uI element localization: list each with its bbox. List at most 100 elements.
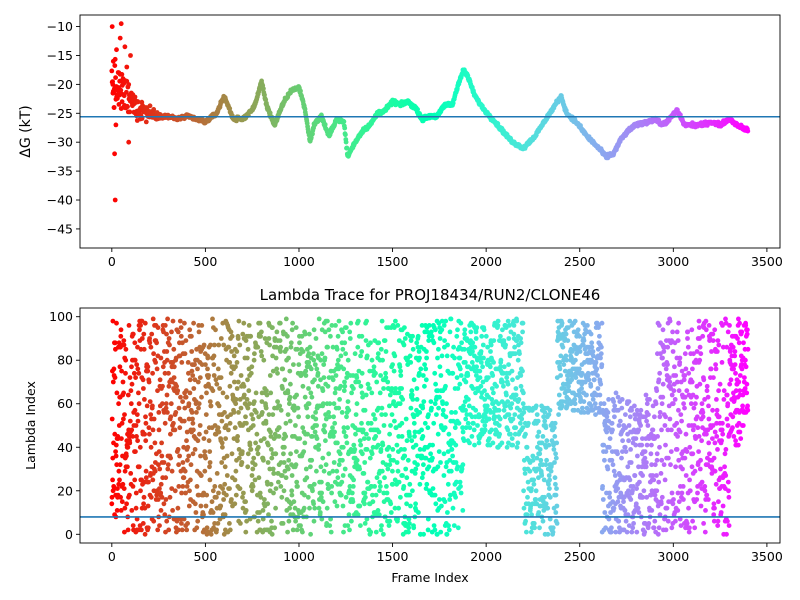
lambda-data-point bbox=[234, 360, 240, 365]
lambda-data-point bbox=[344, 414, 349, 420]
lambda-data-point bbox=[179, 527, 185, 533]
lambda-data-point bbox=[704, 492, 710, 498]
lambda-data-point bbox=[628, 447, 633, 452]
lambda-data-point bbox=[119, 499, 125, 505]
lambda-data-point bbox=[512, 431, 518, 437]
lambda-data-point bbox=[250, 416, 256, 422]
lambda-data-point bbox=[398, 447, 404, 452]
lambda-data-point bbox=[122, 412, 127, 417]
lambda-data-point bbox=[269, 531, 275, 537]
y-tick-label: −30 bbox=[47, 135, 73, 150]
lambda-data-point bbox=[551, 447, 557, 452]
lambda-data-point bbox=[656, 377, 662, 383]
lambda-data-point bbox=[492, 414, 498, 420]
y-tick-label: −35 bbox=[47, 164, 73, 179]
lambda-data-point bbox=[670, 401, 676, 407]
lambda-data-point bbox=[241, 392, 247, 398]
lambda-data-point bbox=[543, 425, 549, 431]
lambda-data-point bbox=[423, 366, 429, 372]
lambda-data-point bbox=[547, 486, 552, 491]
dg-outlier-point bbox=[119, 99, 125, 105]
lambda-data-point bbox=[426, 338, 432, 343]
lambda-data-point bbox=[488, 349, 493, 354]
lambda-data-point bbox=[418, 366, 424, 372]
lambda-data-point bbox=[250, 423, 256, 428]
lambda-data-point bbox=[640, 473, 645, 478]
lambda-data-point bbox=[164, 518, 170, 524]
lambda-data-point bbox=[663, 442, 668, 448]
lambda-data-point bbox=[417, 355, 422, 361]
lambda-data-point bbox=[302, 394, 308, 400]
lambda-data-point bbox=[323, 462, 329, 468]
lambda-data-point bbox=[123, 346, 129, 352]
lambda-data-point bbox=[710, 407, 715, 413]
lambda-data-point bbox=[351, 442, 357, 448]
lambda-data-point bbox=[282, 377, 288, 383]
lambda-data-point bbox=[628, 460, 634, 465]
dg-outlier-point bbox=[113, 122, 119, 128]
lambda-data-point bbox=[450, 453, 455, 459]
lambda-data-point bbox=[167, 342, 172, 348]
lambda-data-point bbox=[669, 338, 674, 343]
lambda-data-point bbox=[183, 490, 189, 496]
lambda-data-point bbox=[655, 434, 660, 439]
lambda-data-point bbox=[342, 379, 347, 385]
lambda-data-point bbox=[206, 373, 212, 378]
lambda-data-point bbox=[386, 523, 392, 528]
lambda-data-point bbox=[446, 523, 451, 528]
lambda-data-point bbox=[640, 436, 645, 441]
lambda-data-point bbox=[287, 505, 292, 511]
lambda-data-point bbox=[402, 325, 407, 330]
dg-data-point bbox=[125, 104, 130, 110]
lambda-data-point bbox=[426, 412, 431, 417]
lambda-data-point bbox=[155, 325, 161, 330]
lambda-data-point bbox=[201, 436, 207, 441]
lambda-data-point bbox=[675, 508, 681, 513]
lambda-data-point bbox=[311, 357, 317, 363]
lambda-data-point bbox=[425, 527, 431, 533]
lambda-data-point bbox=[270, 325, 275, 330]
lambda-data-point bbox=[369, 390, 375, 396]
lambda-data-point bbox=[644, 460, 649, 465]
lambda-data-point bbox=[308, 464, 313, 470]
lambda-data-point bbox=[333, 323, 338, 328]
lambda-data-point bbox=[550, 525, 556, 531]
lambda-data-point bbox=[163, 497, 169, 502]
lambda-data-point bbox=[521, 488, 526, 494]
lambda-data-point bbox=[120, 379, 126, 385]
lambda-data-point bbox=[506, 412, 512, 417]
lambda-data-point bbox=[407, 434, 412, 439]
lambda-data-point bbox=[483, 410, 489, 415]
lambda-data-point bbox=[312, 429, 318, 435]
lambda-data-point bbox=[577, 366, 582, 372]
lambda-data-point bbox=[477, 414, 482, 420]
lambda-data-point bbox=[609, 420, 615, 426]
lambda-data-point bbox=[425, 425, 431, 431]
lambda-data-point bbox=[389, 386, 395, 391]
lambda-data-point bbox=[412, 429, 418, 435]
lambda-data-point bbox=[545, 531, 551, 537]
lambda-data-point bbox=[654, 473, 659, 478]
lambda-data-point bbox=[349, 518, 354, 524]
lambda-data-point bbox=[142, 431, 148, 437]
lambda-data-point bbox=[205, 366, 210, 372]
lambda-data-point bbox=[637, 479, 642, 485]
lambda-data-point bbox=[429, 405, 434, 411]
dg-data-point bbox=[322, 122, 328, 127]
lambda-data-point bbox=[215, 366, 221, 372]
lambda-data-point bbox=[291, 499, 297, 505]
lambda-data-point bbox=[362, 460, 368, 465]
lambda-data-point bbox=[212, 521, 218, 526]
dg-outlier-point bbox=[114, 47, 119, 53]
lambda-data-point bbox=[671, 497, 676, 502]
dg-data-point bbox=[147, 103, 153, 109]
lambda-data-point bbox=[120, 481, 126, 487]
lambda-data-point bbox=[692, 525, 698, 531]
lambda-data-point bbox=[244, 420, 249, 426]
lambda-data-point bbox=[713, 366, 719, 372]
lambda-data-point bbox=[672, 364, 677, 370]
lambda-data-point bbox=[690, 392, 696, 398]
lambda-data-point bbox=[665, 362, 670, 367]
lambda-data-point bbox=[359, 349, 365, 354]
lambda-data-point bbox=[631, 521, 636, 526]
